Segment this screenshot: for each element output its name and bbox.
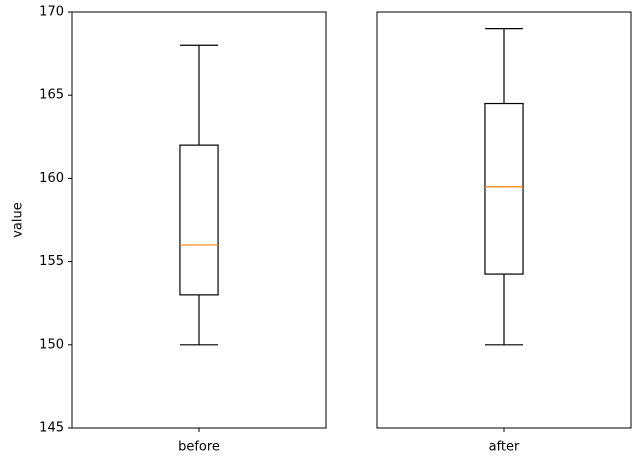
x-tick-label: after xyxy=(489,440,520,455)
y-tick-label: 150 xyxy=(39,337,64,352)
y-tick-label: 160 xyxy=(39,171,64,186)
y-tick-label: 145 xyxy=(39,421,64,436)
y-tick-label: 165 xyxy=(39,88,64,103)
box xyxy=(179,144,219,296)
x-tick-label: before xyxy=(178,440,220,455)
y-tick-label: 155 xyxy=(39,254,64,269)
box xyxy=(484,102,524,275)
y-axis-label: value xyxy=(11,202,26,238)
y-tick-label: 170 xyxy=(39,5,64,20)
